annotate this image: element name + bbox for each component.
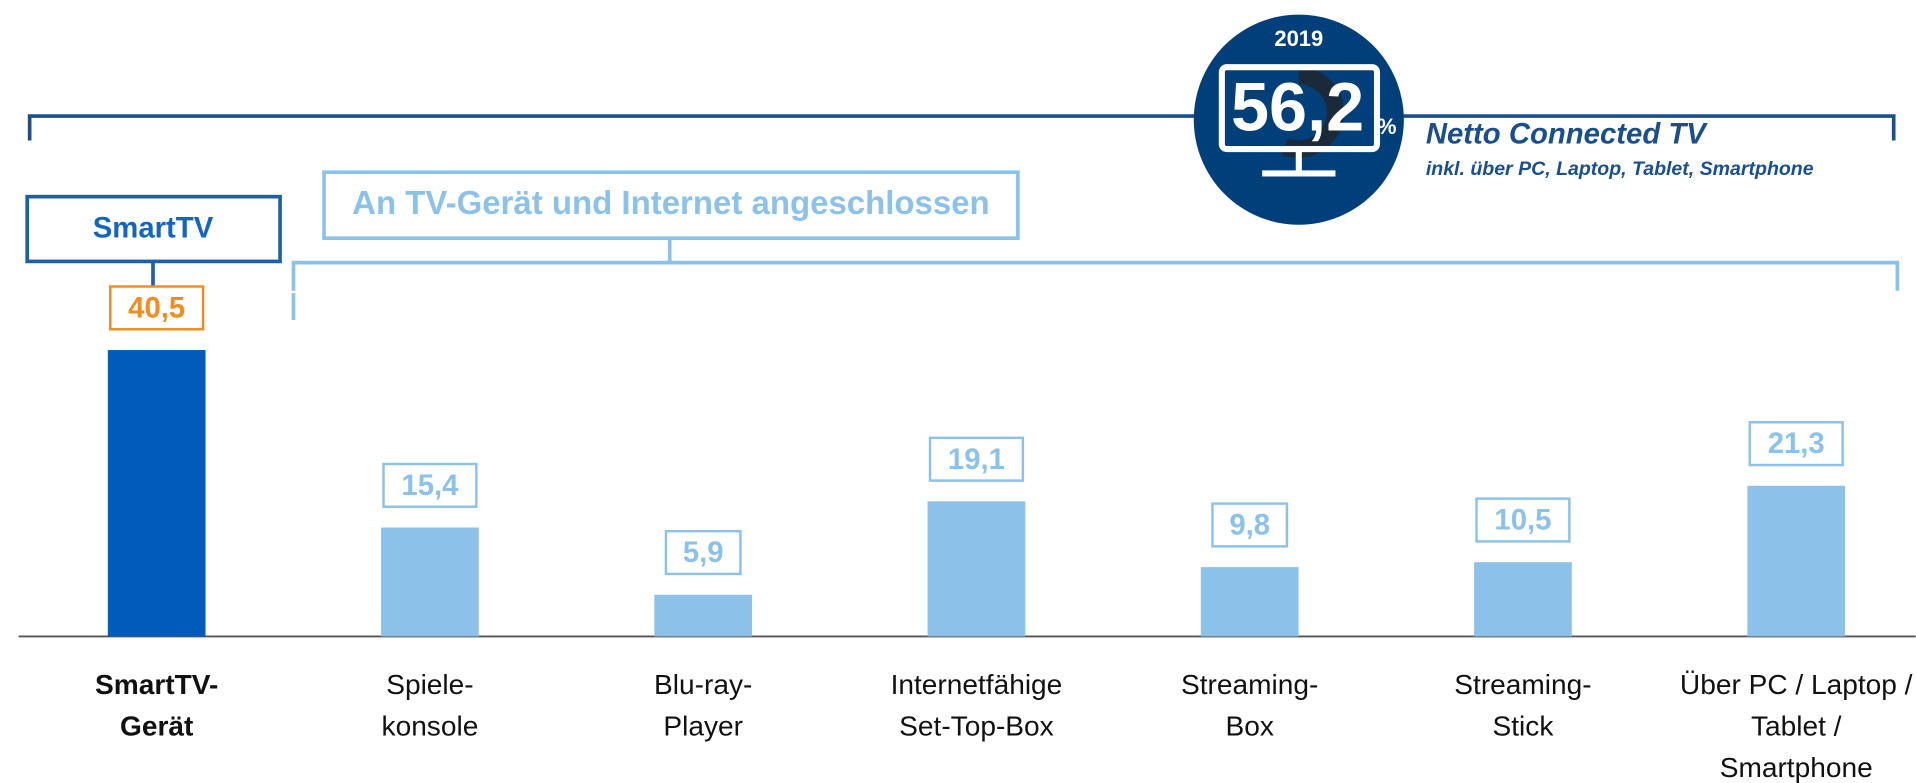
value-label-box	[1211, 502, 1289, 548]
x-tick-label: Tablet /	[1751, 710, 1842, 741]
x-tick-label: Player	[663, 710, 743, 741]
value-label: 15,4	[401, 469, 459, 502]
x-tick-label: Streaming-	[1181, 669, 1318, 700]
value-label: 40,5	[128, 291, 185, 324]
x-tick-label: Über PC / Laptop /	[1680, 669, 1913, 700]
headline-title: Netto Connected TV	[1426, 117, 1708, 150]
x-tick-label: Spiele-	[386, 669, 473, 700]
bar	[107, 350, 206, 637]
headline-year: 2019	[1274, 26, 1323, 51]
headline-value: 56,2	[1231, 69, 1364, 145]
x-tick-label: Stick	[1493, 710, 1555, 741]
x-tick-label: SmartTV-	[95, 669, 218, 700]
value-label-box	[109, 285, 205, 331]
value-label: 21,3	[1768, 427, 1825, 460]
x-tick-label: konsole	[382, 710, 479, 741]
x-tick-label: Blu-ray-	[654, 669, 752, 700]
bar	[1474, 562, 1572, 637]
value-label: 19,1	[948, 443, 1005, 476]
value-label-box	[1475, 497, 1571, 543]
tv-icon	[1218, 64, 1381, 153]
value-label-box	[928, 436, 1025, 482]
total-bracket	[27, 114, 1896, 141]
connected-label: An TV-Gerät und Internet angeschlossen	[352, 184, 990, 221]
bar	[1200, 567, 1299, 637]
value-label-box	[664, 529, 742, 576]
x-tick-label: Internetfähige	[891, 669, 1063, 700]
value-label: 10,5	[1494, 504, 1551, 537]
value-label: 9,8	[1229, 509, 1270, 542]
value-label-box	[382, 462, 478, 508]
x-tick-label: Set-Top-Box	[899, 710, 1053, 741]
bar	[1747, 485, 1846, 637]
bar	[381, 527, 479, 637]
value-label: 5,9	[683, 536, 724, 569]
smart-label: SmartTV	[93, 211, 214, 244]
x-tick-label: Streaming-	[1454, 669, 1591, 700]
headline-subtitle: inkl. über PC, Laptop, Tablet, Smartphon…	[1426, 158, 1814, 180]
tv-stand	[1262, 151, 1336, 177]
connected-bracket	[291, 238, 1900, 321]
connected-box	[322, 170, 1020, 241]
value-label-box	[1748, 421, 1844, 467]
headline-unit: %	[1377, 114, 1397, 139]
bar	[654, 594, 753, 637]
x-tick-label: Smartphone	[1720, 752, 1873, 783]
bar	[927, 501, 1026, 637]
x-tick-label: Gerät	[120, 710, 193, 741]
smart-box	[25, 194, 282, 264]
x-tick-label: Box	[1226, 710, 1274, 741]
